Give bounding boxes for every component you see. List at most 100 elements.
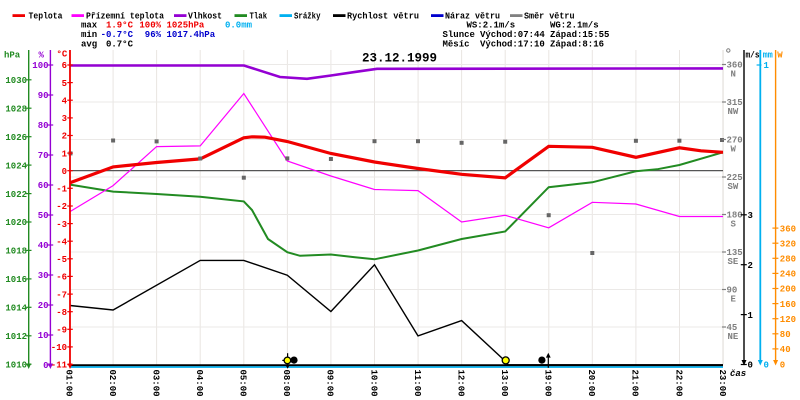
svg-text:W: W [777, 51, 783, 61]
svg-text:315: 315 [727, 98, 743, 108]
svg-text:Náraz větru: Náraz větru [445, 12, 500, 22]
svg-text:2: 2 [62, 132, 67, 142]
svg-text:m/s: m/s [746, 51, 760, 61]
svg-text:270: 270 [727, 136, 743, 146]
svg-text:0: 0 [62, 167, 67, 177]
svg-text:0: 0 [780, 361, 785, 371]
svg-text:Teplota: Teplota [29, 12, 64, 22]
svg-text:100%: 100% [139, 20, 161, 30]
svg-text:Východ:07:44: Východ:07:44 [480, 30, 545, 40]
svg-text:-9: -9 [56, 326, 67, 336]
svg-text:1.9°C: 1.9°C [106, 20, 134, 30]
svg-text:1016: 1016 [5, 275, 27, 285]
svg-text:WS:2.1m/s: WS:2.1m/s [467, 20, 516, 30]
svg-text:135: 135 [727, 248, 743, 258]
svg-text:12:00: 12:00 [455, 370, 465, 397]
svg-text:1017.4hPa: 1017.4hPa [167, 30, 216, 40]
svg-text:Tlak: Tlak [250, 12, 268, 22]
svg-text:-5: -5 [56, 255, 67, 265]
svg-text:Vlhkost: Vlhkost [188, 12, 222, 22]
svg-text:-8: -8 [56, 308, 67, 318]
svg-text:240: 240 [780, 270, 796, 280]
svg-text:Západ:8:16: Západ:8:16 [550, 39, 604, 49]
svg-text:Měsíc: Měsíc [443, 39, 470, 49]
svg-text:60: 60 [38, 181, 49, 191]
svg-text:-1: -1 [56, 185, 67, 195]
svg-text:NE: NE [728, 332, 739, 342]
svg-text:1018: 1018 [5, 247, 27, 257]
svg-text:40: 40 [38, 241, 49, 251]
svg-text:2: 2 [748, 261, 753, 271]
svg-text:Východ:17:10: Východ:17:10 [480, 39, 545, 49]
svg-text:1: 1 [62, 149, 68, 159]
svg-text:360: 360 [727, 61, 743, 71]
svg-text:avg: avg [81, 39, 97, 49]
svg-text:50: 50 [38, 211, 49, 221]
svg-text:1014: 1014 [5, 304, 27, 314]
svg-text:Západ:15:55: Západ:15:55 [550, 30, 609, 40]
svg-text:Přízemní teplota: Přízemní teplota [86, 12, 165, 22]
svg-text:-10: -10 [51, 343, 67, 353]
svg-text:%: % [39, 51, 45, 61]
svg-text:20: 20 [38, 301, 49, 311]
svg-text:-2: -2 [56, 202, 67, 212]
svg-text:-0.7°C: -0.7°C [101, 30, 134, 40]
svg-text:80: 80 [780, 330, 791, 340]
svg-text:40: 40 [780, 345, 791, 355]
svg-text:min: min [81, 30, 97, 40]
svg-text:°C: °C [57, 50, 68, 60]
svg-text:3: 3 [748, 211, 753, 221]
svg-text:13:00: 13:00 [499, 370, 509, 397]
svg-text:0: 0 [764, 361, 769, 371]
svg-text:120: 120 [780, 315, 796, 325]
svg-text:max: max [81, 20, 98, 30]
svg-text:NW: NW [728, 107, 739, 117]
svg-text:WG:2.1m/s: WG:2.1m/s [550, 20, 599, 30]
svg-text:1026: 1026 [5, 133, 27, 143]
svg-text:180: 180 [727, 211, 743, 221]
svg-text:04:00: 04:00 [194, 370, 204, 397]
svg-text:Srážky: Srážky [294, 12, 321, 22]
svg-text:1012: 1012 [5, 332, 27, 342]
svg-text:Rychlost větru: Rychlost větru [347, 12, 419, 22]
svg-text:96%: 96% [145, 30, 162, 40]
svg-text:80: 80 [38, 121, 49, 131]
svg-text:SW: SW [728, 182, 739, 192]
svg-text:225: 225 [727, 173, 743, 183]
svg-text:0.7°C: 0.7°C [106, 39, 134, 49]
svg-text:23:00: 23:00 [717, 370, 727, 397]
svg-text:11:00: 11:00 [412, 370, 422, 397]
svg-text:320: 320 [780, 239, 796, 249]
svg-text:01:00: 01:00 [63, 370, 73, 397]
svg-text:1010: 1010 [5, 360, 27, 370]
svg-text:hPa: hPa [4, 51, 21, 61]
svg-text:5: 5 [62, 79, 67, 89]
svg-text:0: 0 [43, 361, 48, 371]
svg-text:90: 90 [38, 91, 49, 101]
svg-text:100: 100 [32, 61, 48, 71]
svg-text:E: E [731, 295, 737, 305]
svg-text:10:00: 10:00 [368, 370, 378, 397]
svg-text:6: 6 [62, 61, 67, 71]
svg-text:1020: 1020 [5, 218, 27, 228]
svg-text:0.0mm: 0.0mm [225, 20, 253, 30]
svg-text:21:00: 21:00 [630, 370, 640, 397]
svg-text:70: 70 [38, 151, 49, 161]
svg-text:03:00: 03:00 [150, 370, 160, 397]
svg-text:02:00: 02:00 [107, 370, 117, 397]
svg-text:3: 3 [62, 114, 67, 124]
svg-text:1028: 1028 [5, 104, 27, 114]
svg-text:20:00: 20:00 [586, 370, 596, 397]
svg-text:1022: 1022 [5, 190, 27, 200]
svg-text:N: N [731, 70, 736, 80]
svg-text:08:00: 08:00 [281, 370, 291, 397]
svg-text:-4: -4 [56, 237, 67, 247]
svg-text:-3: -3 [56, 220, 67, 230]
svg-text:200: 200 [780, 285, 796, 295]
svg-text:SE: SE [728, 257, 739, 267]
svg-text:09:00: 09:00 [325, 370, 335, 397]
svg-text:-6: -6 [56, 273, 67, 283]
svg-text:1024: 1024 [5, 161, 27, 171]
svg-text:30: 30 [38, 271, 49, 281]
svg-text:90: 90 [727, 286, 738, 296]
